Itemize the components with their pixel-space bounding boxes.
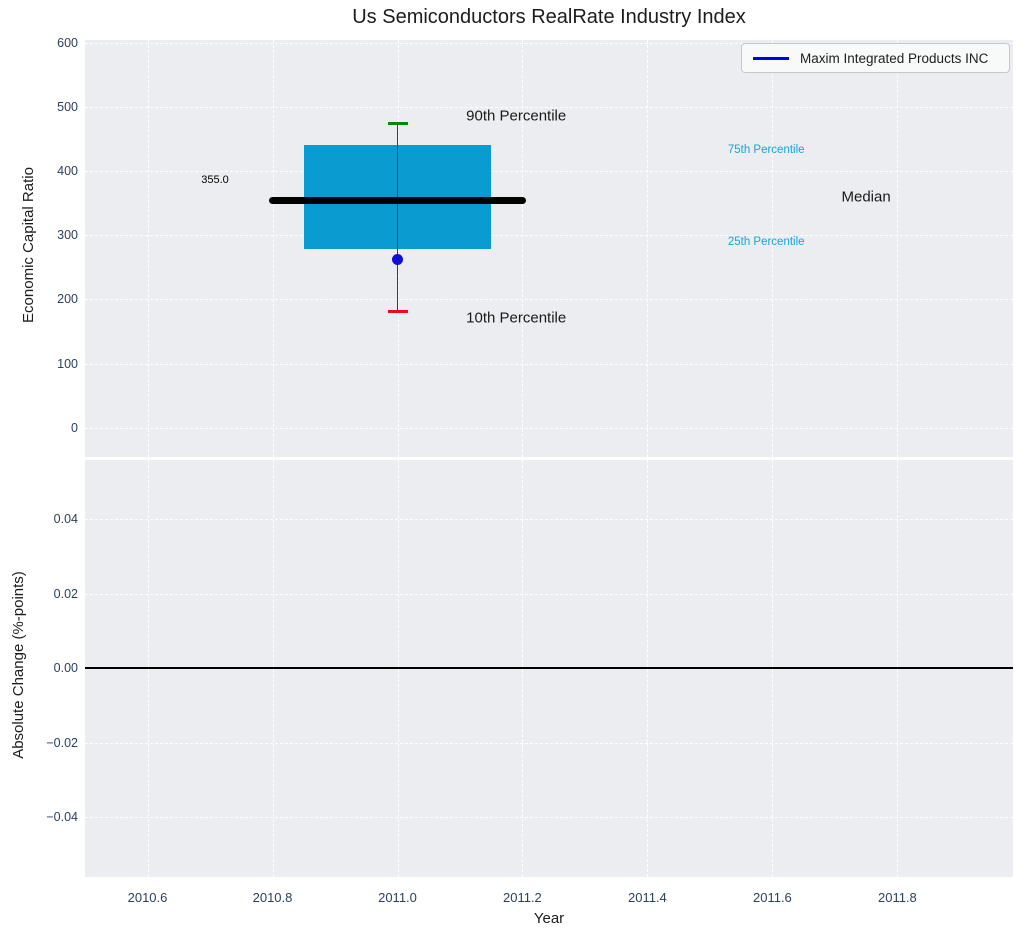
gridline	[272, 40, 274, 457]
y-tick-label: 300	[57, 228, 78, 243]
x-tick-label: 2011.4	[627, 890, 667, 905]
bottom-subplot	[85, 460, 1013, 877]
gridline	[85, 235, 1013, 237]
chart-title: Us Semiconductors RealRate Industry Inde…	[352, 6, 746, 28]
y-tick-label: 500	[57, 100, 78, 115]
y-tick-label: 0.00	[53, 661, 78, 676]
y-tick-label: 0.04	[53, 512, 78, 527]
x-tick-label: 2011.2	[502, 890, 542, 905]
annotation-75th-percentile: 75th Percentile	[727, 144, 805, 157]
gridline	[85, 519, 1013, 521]
top-subplot: 355.0 90th Percentile 75th Percentile Media…	[85, 40, 1013, 457]
gridline	[85, 817, 1013, 819]
median-line	[269, 196, 526, 204]
annotation-25th-percentile: 25th Percentile	[727, 235, 805, 248]
y-tick-label: 600	[57, 36, 78, 51]
annotation-median: Median	[841, 188, 891, 206]
x-tick-label: 2011.8	[877, 890, 917, 905]
gridline	[85, 43, 1013, 45]
zero-line	[85, 667, 1013, 670]
y-tick-label: 100	[57, 356, 78, 371]
annotation-90th-percentile: 90th Percentile	[466, 107, 567, 125]
y-tick-label: 0	[71, 420, 78, 435]
gridline	[85, 593, 1013, 595]
legend: Maxim Integrated Products INC	[741, 43, 1010, 73]
x-tick-label: 2011.6	[752, 890, 792, 905]
y-tick-label: −0.02	[46, 735, 78, 750]
x-axis-label: Year	[533, 910, 565, 927]
y-tick-label: −0.04	[46, 810, 78, 825]
y-tick-label: 0.02	[53, 586, 78, 601]
p90-cap	[387, 121, 408, 125]
legend-line-icon	[753, 56, 789, 60]
gridline	[85, 427, 1013, 429]
gridline	[85, 363, 1013, 365]
legend-label: Maxim Integrated Products INC	[800, 50, 989, 66]
gridline	[85, 171, 1013, 173]
x-tick-label: 2010.6	[127, 890, 168, 905]
gridline	[522, 40, 524, 457]
p10-cap	[387, 310, 408, 314]
y-tick-label: 200	[57, 292, 78, 307]
whisker-line	[396, 123, 399, 312]
gridline	[897, 40, 899, 457]
gridline	[772, 40, 774, 457]
gridline	[85, 299, 1013, 301]
gridline	[147, 40, 149, 457]
x-tick-label: 2011.0	[378, 890, 417, 905]
annotation-10th-percentile: 10th Percentile	[466, 309, 567, 327]
x-tick-label: 2010.8	[252, 890, 293, 905]
annotation-355-0: 355.0	[201, 174, 229, 187]
company-point	[392, 254, 403, 266]
y-tick-label: 400	[57, 164, 78, 179]
gridline	[85, 742, 1013, 744]
gridline	[85, 107, 1013, 109]
gridline	[647, 40, 649, 457]
